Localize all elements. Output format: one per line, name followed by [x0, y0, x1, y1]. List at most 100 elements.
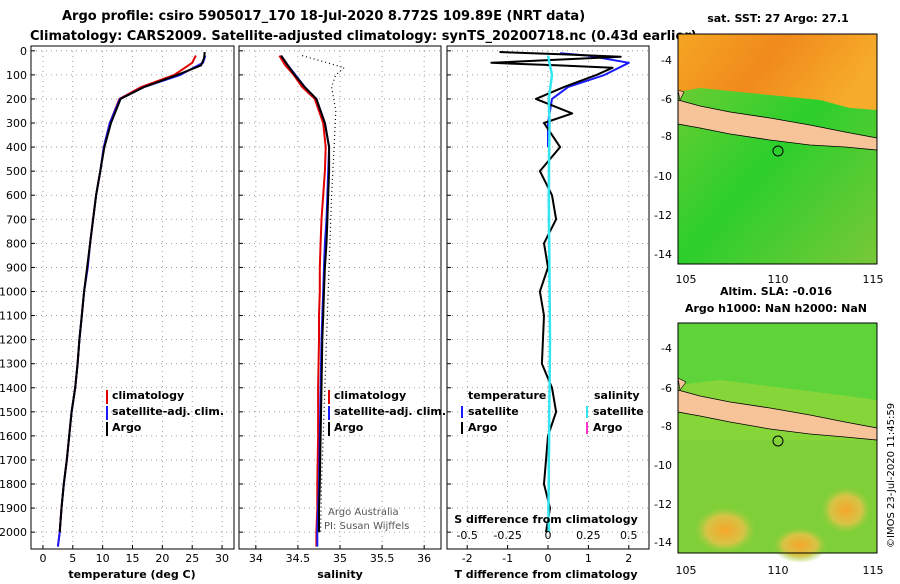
x-tick-label: -2	[462, 552, 473, 565]
x-tick-label: 25	[185, 552, 199, 565]
depth-tick-label: 500	[6, 165, 27, 178]
legend-t-argo: Argo	[468, 421, 498, 434]
x-tick-label: 1	[585, 552, 592, 565]
x-tick-label: 35.5	[370, 552, 395, 565]
depth-tick-label: 1000	[0, 285, 27, 298]
s-diff-tick-label: -0.5	[456, 529, 477, 542]
lat-tick: -12	[654, 209, 672, 222]
x-tick-label: 2	[625, 552, 632, 565]
sla-map-title-1: Altim. SLA: -0.016	[720, 285, 832, 298]
lon-tick: 115	[863, 273, 884, 286]
title-line-1: Argo profile: csiro 5905017_170 18-Jul-2…	[62, 9, 585, 24]
lat-tick: -8	[661, 130, 672, 143]
legend-argo-s: Argo	[334, 421, 364, 434]
x-tick-label: 15	[126, 552, 140, 565]
s-diff-tick-label: -0.25	[493, 529, 521, 542]
depth-tick-label: 1100	[0, 310, 27, 323]
credit-line-1: Argo Australia	[328, 507, 399, 518]
climatology-std-envelope	[301, 55, 346, 533]
legend-climatology: climatology	[112, 389, 184, 402]
float-marker-2	[772, 435, 784, 447]
x-tick-label: 34	[249, 552, 263, 565]
lat-tick: -4	[661, 342, 672, 355]
series-line-satellite-adj-clim-	[56, 55, 207, 547]
depth-tick-label: 1300	[0, 358, 27, 371]
depth-tick-label: 200	[6, 93, 27, 106]
series-line-salinity-satellite	[546, 55, 554, 533]
title-line-2: Climatology: CARS2009. Satellite-adjuste…	[30, 29, 697, 44]
depth-tick-label: 1400	[0, 382, 27, 395]
legend-s-satellite: satellite	[593, 405, 644, 418]
legend-satellite-adj: satellite-adj. clim.	[112, 405, 224, 418]
sst-map: sat. SST: 27 Argo: 27.1 -4 -6 -8 -10 -12…	[654, 12, 883, 286]
lat-tick: -14	[654, 536, 672, 549]
sla-map-title-2: Argo h1000: NaN h2000: NaN	[685, 302, 867, 315]
lat-tick: -6	[661, 382, 672, 395]
depth-tick-label: 600	[6, 189, 27, 202]
depth-tick-label: 0	[20, 45, 27, 58]
depth-tick-label: 700	[6, 213, 27, 226]
depth-axis: 0 100 200 300 400 500 600 700 800 900 1000 1100 1200…	[0, 45, 27, 539]
depth-tick-label: 1200	[0, 334, 27, 347]
x-tick-label: 0	[39, 552, 46, 565]
secondary-axis-label: S difference from climatology	[454, 513, 638, 526]
legend-header-salinity: salinity	[594, 389, 640, 402]
lat-tick: -8	[661, 420, 672, 433]
x-tick-label: 0	[545, 552, 552, 565]
legend-s-argo: Argo	[593, 421, 623, 434]
xlabel-t-difference: T difference from climatology	[454, 568, 637, 580]
lon-tick: 110	[768, 564, 789, 577]
lat-tick: -14	[654, 248, 672, 261]
legend-satellite-adj-s: satellite-adj. clim.	[334, 405, 446, 418]
lat-tick: -6	[661, 93, 672, 106]
imos-credit: ©IMOS 23-Jul-2020 11:45:59	[886, 403, 897, 548]
x-tick-label: 35	[333, 552, 347, 565]
legend-difference: temperature salinity satellite Argo sate…	[461, 389, 644, 434]
series-line-climatology	[56, 55, 197, 547]
float-marker	[772, 145, 784, 157]
depth-tick-label: 1700	[0, 454, 27, 467]
lon-tick: 105	[676, 564, 697, 577]
x-tick-label: -1	[502, 552, 513, 565]
legend-t-satellite: satellite	[468, 405, 519, 418]
lat-tick: -12	[654, 498, 672, 511]
xlabel-temperature: temperature (deg C)	[68, 568, 195, 580]
sla-map: Altim. SLA: -0.016 Argo h1000: NaN h2000…	[654, 285, 883, 577]
depth-tick-label: 900	[6, 261, 27, 274]
depth-tick-label: 1900	[0, 502, 27, 515]
depth-tick-label: 100	[6, 69, 27, 82]
x-tick-label: 5	[69, 552, 76, 565]
lat-tick: -4	[661, 54, 672, 67]
depth-tick-label: 2000	[0, 526, 27, 539]
sst-map-title: sat. SST: 27 Argo: 27.1	[707, 12, 849, 25]
depth-tick-label: 1800	[0, 478, 27, 491]
legend-temperature: climatology satellite-adj. clim. Argo	[106, 389, 224, 436]
x-tick-label: 34.5	[286, 552, 311, 565]
s-diff-tick-label: 0.5	[620, 529, 638, 542]
temperature-panel: 0100200300400500600700800900100011001200…	[0, 45, 235, 581]
salinity-panel: 34 34.5 35 35.5 36 salinity climatology sate…	[238, 45, 446, 581]
s-diff-tick-label: 0.25	[576, 529, 601, 542]
series-line-argo	[58, 51, 206, 533]
depth-tick-label: 800	[6, 237, 27, 250]
depth-tick-label: 400	[6, 141, 27, 154]
series-line-satellite-adj-clim-	[280, 55, 331, 547]
lat-tick: -10	[654, 170, 672, 183]
series-line-temperature-argo	[490, 51, 622, 533]
lon-tick: 115	[863, 564, 884, 577]
credit-line-2: PI: Susan Wijffels	[324, 521, 409, 532]
legend-header-temperature: temperature	[468, 389, 546, 402]
series-line-argo	[280, 55, 331, 533]
legend-salinity: climatology satellite-adj. clim. Argo	[328, 389, 446, 436]
lon-tick: 110	[768, 273, 789, 286]
x-tick-label: 20	[155, 552, 169, 565]
series-line-climatology	[278, 55, 327, 547]
x-tick-label: 30	[215, 552, 229, 565]
lat-tick: -10	[654, 459, 672, 472]
legend-argo: Argo	[112, 421, 142, 434]
difference-panel: -2 -1 0 1 2 T difference from climatology S …	[446, 45, 650, 581]
depth-tick-label: 1600	[0, 430, 27, 443]
x-tick-label: 36	[417, 552, 431, 565]
depth-tick-label: 300	[6, 117, 27, 130]
